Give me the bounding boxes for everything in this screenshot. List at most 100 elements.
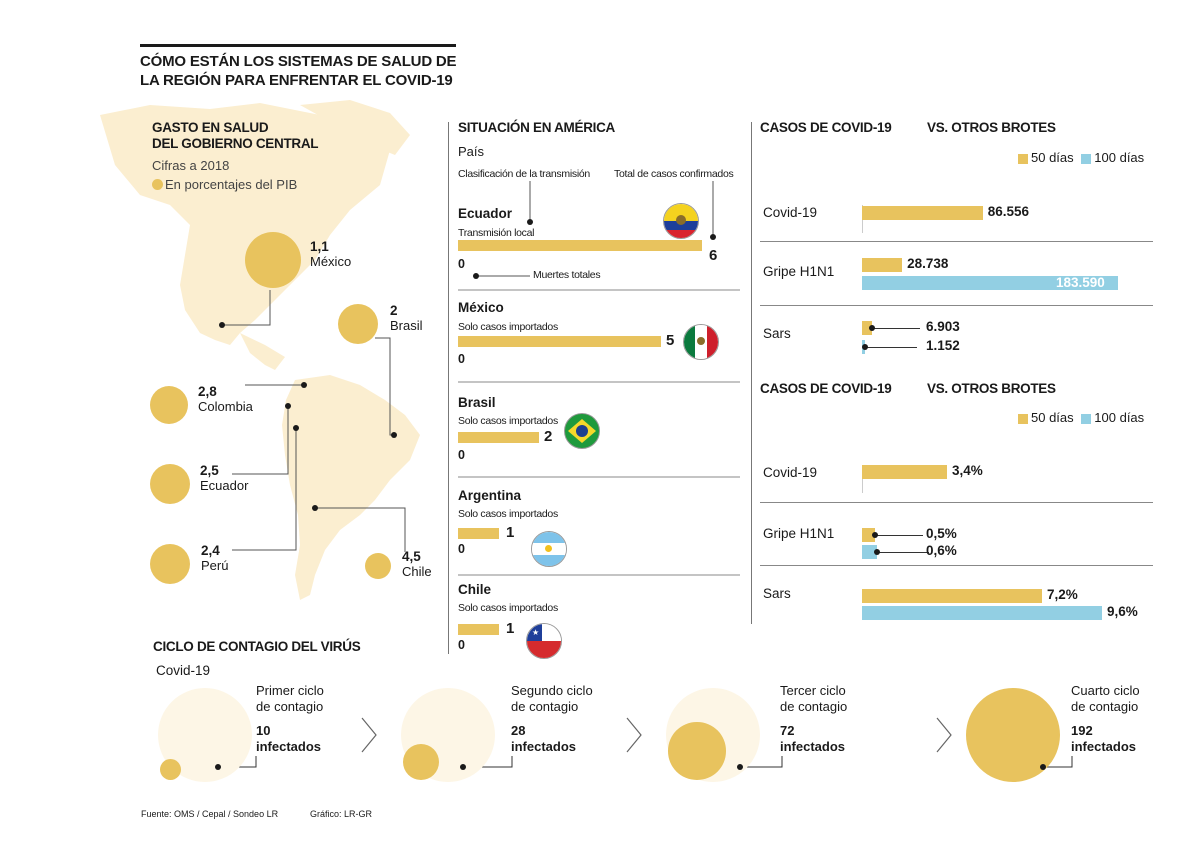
chart2-title: CASOS DE COVID-19: [760, 381, 892, 396]
mexico-circle: [245, 232, 301, 288]
brasil-deaths-label: 0: [458, 448, 465, 462]
stage4-name-2: de contagio: [1071, 699, 1139, 714]
chile-flag-icon: ★: [526, 623, 562, 659]
chile-label: 4,5 Chile: [402, 549, 432, 579]
guide-dot-clasificacion: [527, 219, 533, 225]
stage1-text: Primer ciclo de contagio 10 infectados: [256, 683, 324, 755]
stage2-text: Segundo ciclo de contagio 28 infectados: [511, 683, 593, 755]
colombia-country: Colombia: [198, 399, 253, 414]
mexico-dot: [219, 322, 225, 328]
leader-dot-50-gripe-h1n1: [871, 532, 878, 538]
stage3-text: Tercer ciclo de contagio 72 infectados: [780, 683, 847, 755]
stage3-circle: [668, 722, 726, 780]
stage4-count: 192: [1071, 723, 1093, 738]
chile-dot: [312, 505, 318, 511]
stage3-name-1: Tercer ciclo: [780, 683, 846, 698]
stage4-name-1: Cuarto ciclo: [1071, 683, 1140, 698]
chart1-title2: VS. OTROS BROTES: [927, 120, 1056, 135]
title-rule: [140, 44, 456, 47]
page-title-line-2: LA REGIÓN PARA ENFRENTAR EL COVID-19: [140, 72, 453, 89]
bar-50-gripe-h1n1: [862, 528, 875, 542]
argentina-deaths-label: 0: [458, 542, 465, 556]
chile-circle: [365, 553, 391, 579]
stage4-circle: [966, 688, 1060, 782]
leader-dot-100-gripe-h1n1: [874, 549, 880, 555]
bar-50-sars: [862, 321, 872, 335]
chart1-divider-1: [760, 241, 1153, 242]
label-50-gripe-h1n1: 28.738: [907, 256, 949, 271]
argentina-classification: Solo casos importados: [458, 508, 558, 520]
ecuador-cases-bar: [458, 240, 702, 251]
ecuador-classification: Transmisión local: [458, 227, 535, 239]
situacion-title: SITUACIÓN EN AMÉRICA: [458, 120, 616, 135]
brasil-dot: [391, 432, 397, 438]
ecuador-dot: [285, 403, 291, 409]
chart2-divider-2: [760, 565, 1153, 566]
ecuador-circle: [150, 464, 190, 504]
legend-100-label: 100 días: [1094, 150, 1145, 165]
mexico-cases-label: 5: [666, 332, 675, 349]
leader-dot-50-sars: [868, 325, 875, 331]
chart1-legend: 50 días 100 días: [1018, 150, 1144, 165]
gasto-title-line-1: GASTO EN SALUD: [152, 120, 269, 135]
chart1-cat-covid: Covid-19: [763, 205, 818, 220]
separator-2: [751, 122, 752, 624]
brasil-label: 2 Brasil: [390, 303, 423, 333]
bar-100-sars: [862, 606, 1102, 620]
ecuador-value: 2,5: [200, 463, 219, 478]
leader-100-sars: [865, 347, 917, 348]
chile-classification: Solo casos importados: [458, 602, 558, 614]
argentina-flag-icon: [531, 531, 567, 567]
page-title: CÓMO ESTÁN LOS SISTEMAS DE SALUD DE LA R…: [140, 52, 470, 90]
label-100-sars: 1.152: [926, 338, 960, 353]
ciclo-title: CICLO DE CONTAGIO DEL VIRÚS: [153, 639, 361, 654]
mexico-deaths-label: 0: [458, 352, 465, 366]
ecuador-country: Ecuador: [200, 478, 249, 493]
bar-100-gripe-h1n1: [862, 276, 1118, 290]
americas-map: [100, 100, 420, 600]
bar-50-gripe-h1n1: [862, 258, 903, 272]
stage3-name-2: de contagio: [780, 699, 848, 714]
chile-value: 4,5: [402, 549, 421, 564]
label-50-sars: 7,2%: [1047, 587, 1078, 602]
label-50-sars: 6.903: [926, 319, 960, 334]
brasil-circle: [338, 304, 378, 344]
gasto-title-line-2: DEL GOBIERNO CENTRAL: [152, 136, 319, 151]
bar-100-gripe-h1n1: [862, 545, 877, 559]
stage4-dot: [1040, 764, 1046, 770]
stage1-name-2: de contagio: [256, 699, 324, 714]
peru-dot: [293, 425, 299, 431]
stage2-name-2: de contagio: [511, 699, 579, 714]
peru-country: Perú: [201, 558, 229, 573]
chart2-cat-covid: Covid-19: [763, 465, 818, 480]
chart2-title2: VS. OTROS BROTES: [927, 381, 1056, 396]
colombia-label: 2,8 Colombia: [198, 384, 253, 414]
legend2-50-label: 50 días: [1031, 410, 1074, 425]
stage2-dot: [460, 764, 466, 770]
ecuador-flag-icon: [663, 203, 699, 239]
mexico-country: México: [310, 254, 352, 269]
chart2-divider-1: [760, 502, 1153, 503]
legend2-100-swatch: [1081, 413, 1092, 424]
legend2-100-label: 100 días: [1094, 410, 1145, 425]
stage3-dot: [737, 764, 743, 770]
peru-label: 2,4 Perú: [201, 543, 228, 573]
chart1-title: CASOS DE COVID-19: [760, 120, 892, 135]
mexico-flag-icon: [683, 324, 719, 360]
page-title-line-1: CÓMO ESTÁN LOS SISTEMAS DE SALUD DE: [140, 53, 457, 70]
bar-50-covid-19: [862, 206, 983, 220]
guide-muertes: Muertes totales: [533, 269, 601, 281]
leader-50-gripe-h1n1: [874, 535, 923, 536]
stage3-count: 72: [780, 723, 795, 738]
stage2-circle: [403, 744, 439, 780]
brasil-cases-label: 2: [544, 428, 553, 445]
mexico-cases-bar: [458, 336, 661, 347]
legend-100-swatch: [1081, 153, 1092, 164]
label-50-covid-19: 86.556: [987, 204, 1029, 219]
ecuador-label: 2,5 Ecuador: [200, 463, 248, 493]
brasil-name: Brasil: [458, 395, 496, 410]
gasto-legend: En porcentajes del PIB: [152, 177, 297, 192]
chart1-cat-sars: Sars: [763, 326, 791, 341]
gasto-subtitle: Cifras a 2018: [152, 158, 230, 173]
stage1-name-1: Primer ciclo: [256, 683, 324, 698]
